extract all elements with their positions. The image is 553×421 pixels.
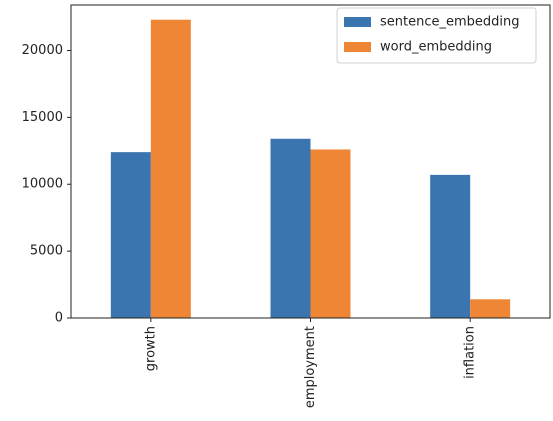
y-tick-label: 0: [55, 311, 63, 326]
bar-word_embedding-employment: [310, 149, 351, 318]
x-tick-label: growth: [143, 326, 158, 371]
y-tick-label: 5000: [30, 244, 63, 259]
x-axis: growth employment inflation: [143, 318, 478, 408]
bar-word_embedding-inflation: [470, 299, 511, 318]
x-tick-label: inflation: [463, 326, 478, 379]
y-tick-label: 20000: [22, 43, 63, 58]
bar-sentence_embedding-inflation: [430, 174, 471, 318]
bar-sentence_embedding-employment: [270, 138, 311, 318]
x-tick-label: employment: [303, 326, 318, 408]
legend-swatch: [344, 17, 371, 27]
legend-box: [336, 7, 537, 64]
y-tick-label: 10000: [22, 177, 63, 192]
legend: sentence_embedding word_embedding: [336, 7, 537, 64]
legend-label: sentence_embedding: [380, 15, 520, 30]
bars-group: [110, 19, 511, 318]
bar-word_embedding-growth: [150, 19, 191, 318]
plot-frame: [70, 4, 551, 319]
y-axis: 0 5000 10000 15000 20000: [22, 43, 71, 326]
legend-label: word_embedding: [380, 40, 492, 55]
bar-sentence_embedding-growth: [110, 152, 151, 318]
legend-swatch: [344, 42, 371, 52]
y-tick-label: 15000: [22, 110, 63, 125]
